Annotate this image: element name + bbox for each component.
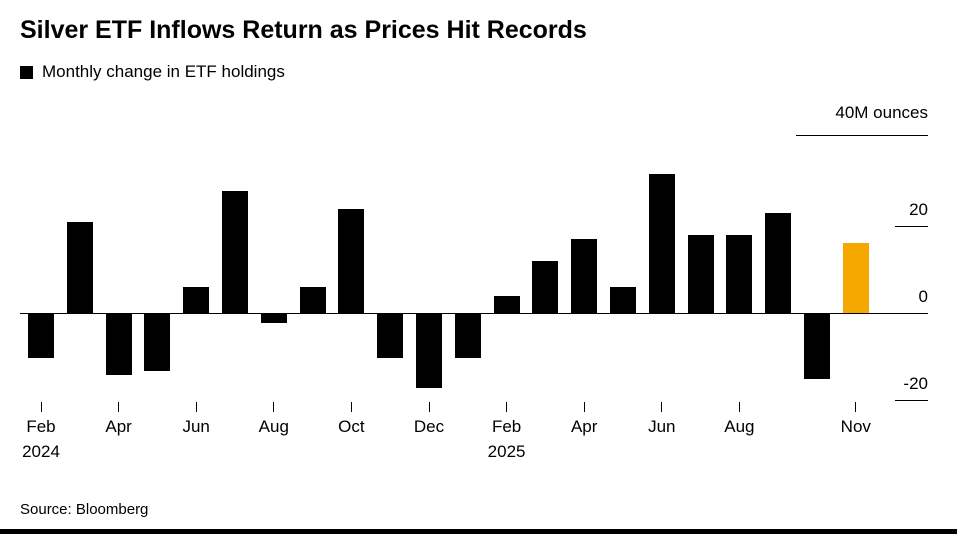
bar [454, 314, 481, 358]
x-axis-month-label: Feb [26, 417, 56, 436]
bar [804, 314, 830, 380]
bar [416, 314, 442, 388]
chart-title: Silver ETF Inflows Return as Prices Hit … [20, 16, 587, 44]
x-axis-month-label: Apr [570, 417, 598, 436]
bar [222, 191, 248, 313]
x-axis-tick-mark [583, 402, 585, 412]
bar-highlight [842, 243, 869, 313]
legend-swatch-icon [20, 65, 33, 79]
plot-area: 20 0 -20 Feb 2024 Apr Jun Aug Oct Dec Feb 2025 Apr Ju… [20, 139, 928, 461]
x-axis-month-label: Jun [648, 417, 676, 436]
zero-gridline [20, 313, 928, 314]
chart-legend: Monthly change in ETF holdings [20, 62, 285, 82]
x-axis-tick-mark [855, 402, 857, 412]
x-axis-tick-mark [428, 402, 430, 412]
x-axis-month-label: Aug [724, 417, 755, 436]
x-axis-year-label: 2024 [22, 442, 60, 461]
y-axis-tick-label: 0 [918, 287, 928, 306]
x-axis-tick-mark [195, 402, 197, 412]
x-axis-month-label: Oct [338, 417, 365, 436]
x-axis-tick-mark [350, 402, 352, 412]
gridline-tick [895, 226, 928, 227]
bottom-strip [0, 529, 957, 534]
gridline-tick [895, 400, 928, 401]
bar [610, 286, 636, 313]
x-axis-month-label: Nov [840, 417, 871, 436]
source-credit: Source: Bloomberg [20, 501, 149, 518]
bar [260, 314, 287, 323]
x-axis-tick-mark [506, 402, 508, 412]
bar [105, 314, 132, 375]
y-axis-tick-label: 20 [909, 200, 928, 219]
y-axis-tick-label: -20 [903, 374, 928, 393]
y-axis-unit-label: 40M ounces [796, 103, 928, 136]
bar [571, 239, 598, 313]
x-axis-tick-mark [738, 402, 740, 412]
x-axis-month-label: Jun [182, 417, 210, 436]
x-axis-tick-mark [40, 402, 42, 412]
x-axis-month-label: Dec [413, 417, 445, 436]
x-axis-year-label: 2025 [487, 442, 526, 461]
bar [377, 314, 404, 358]
bar [726, 234, 753, 313]
x-axis-tick-mark [118, 402, 120, 412]
bar [28, 314, 54, 358]
bar [299, 286, 326, 313]
bar [532, 260, 559, 313]
bar [493, 295, 520, 313]
bar [687, 234, 714, 313]
x-axis-tick-mark [273, 402, 275, 412]
x-axis-month-label: Apr [105, 417, 132, 436]
bar [648, 173, 675, 313]
bar [765, 212, 792, 313]
bar [66, 221, 93, 313]
bar [183, 286, 210, 313]
bar [338, 208, 365, 313]
bar [144, 314, 171, 371]
x-axis-month-label: Aug [258, 417, 289, 436]
x-axis-month-label: Feb [491, 417, 522, 436]
legend-label: Monthly change in ETF holdings [42, 62, 285, 81]
x-axis-tick-mark [661, 402, 663, 412]
